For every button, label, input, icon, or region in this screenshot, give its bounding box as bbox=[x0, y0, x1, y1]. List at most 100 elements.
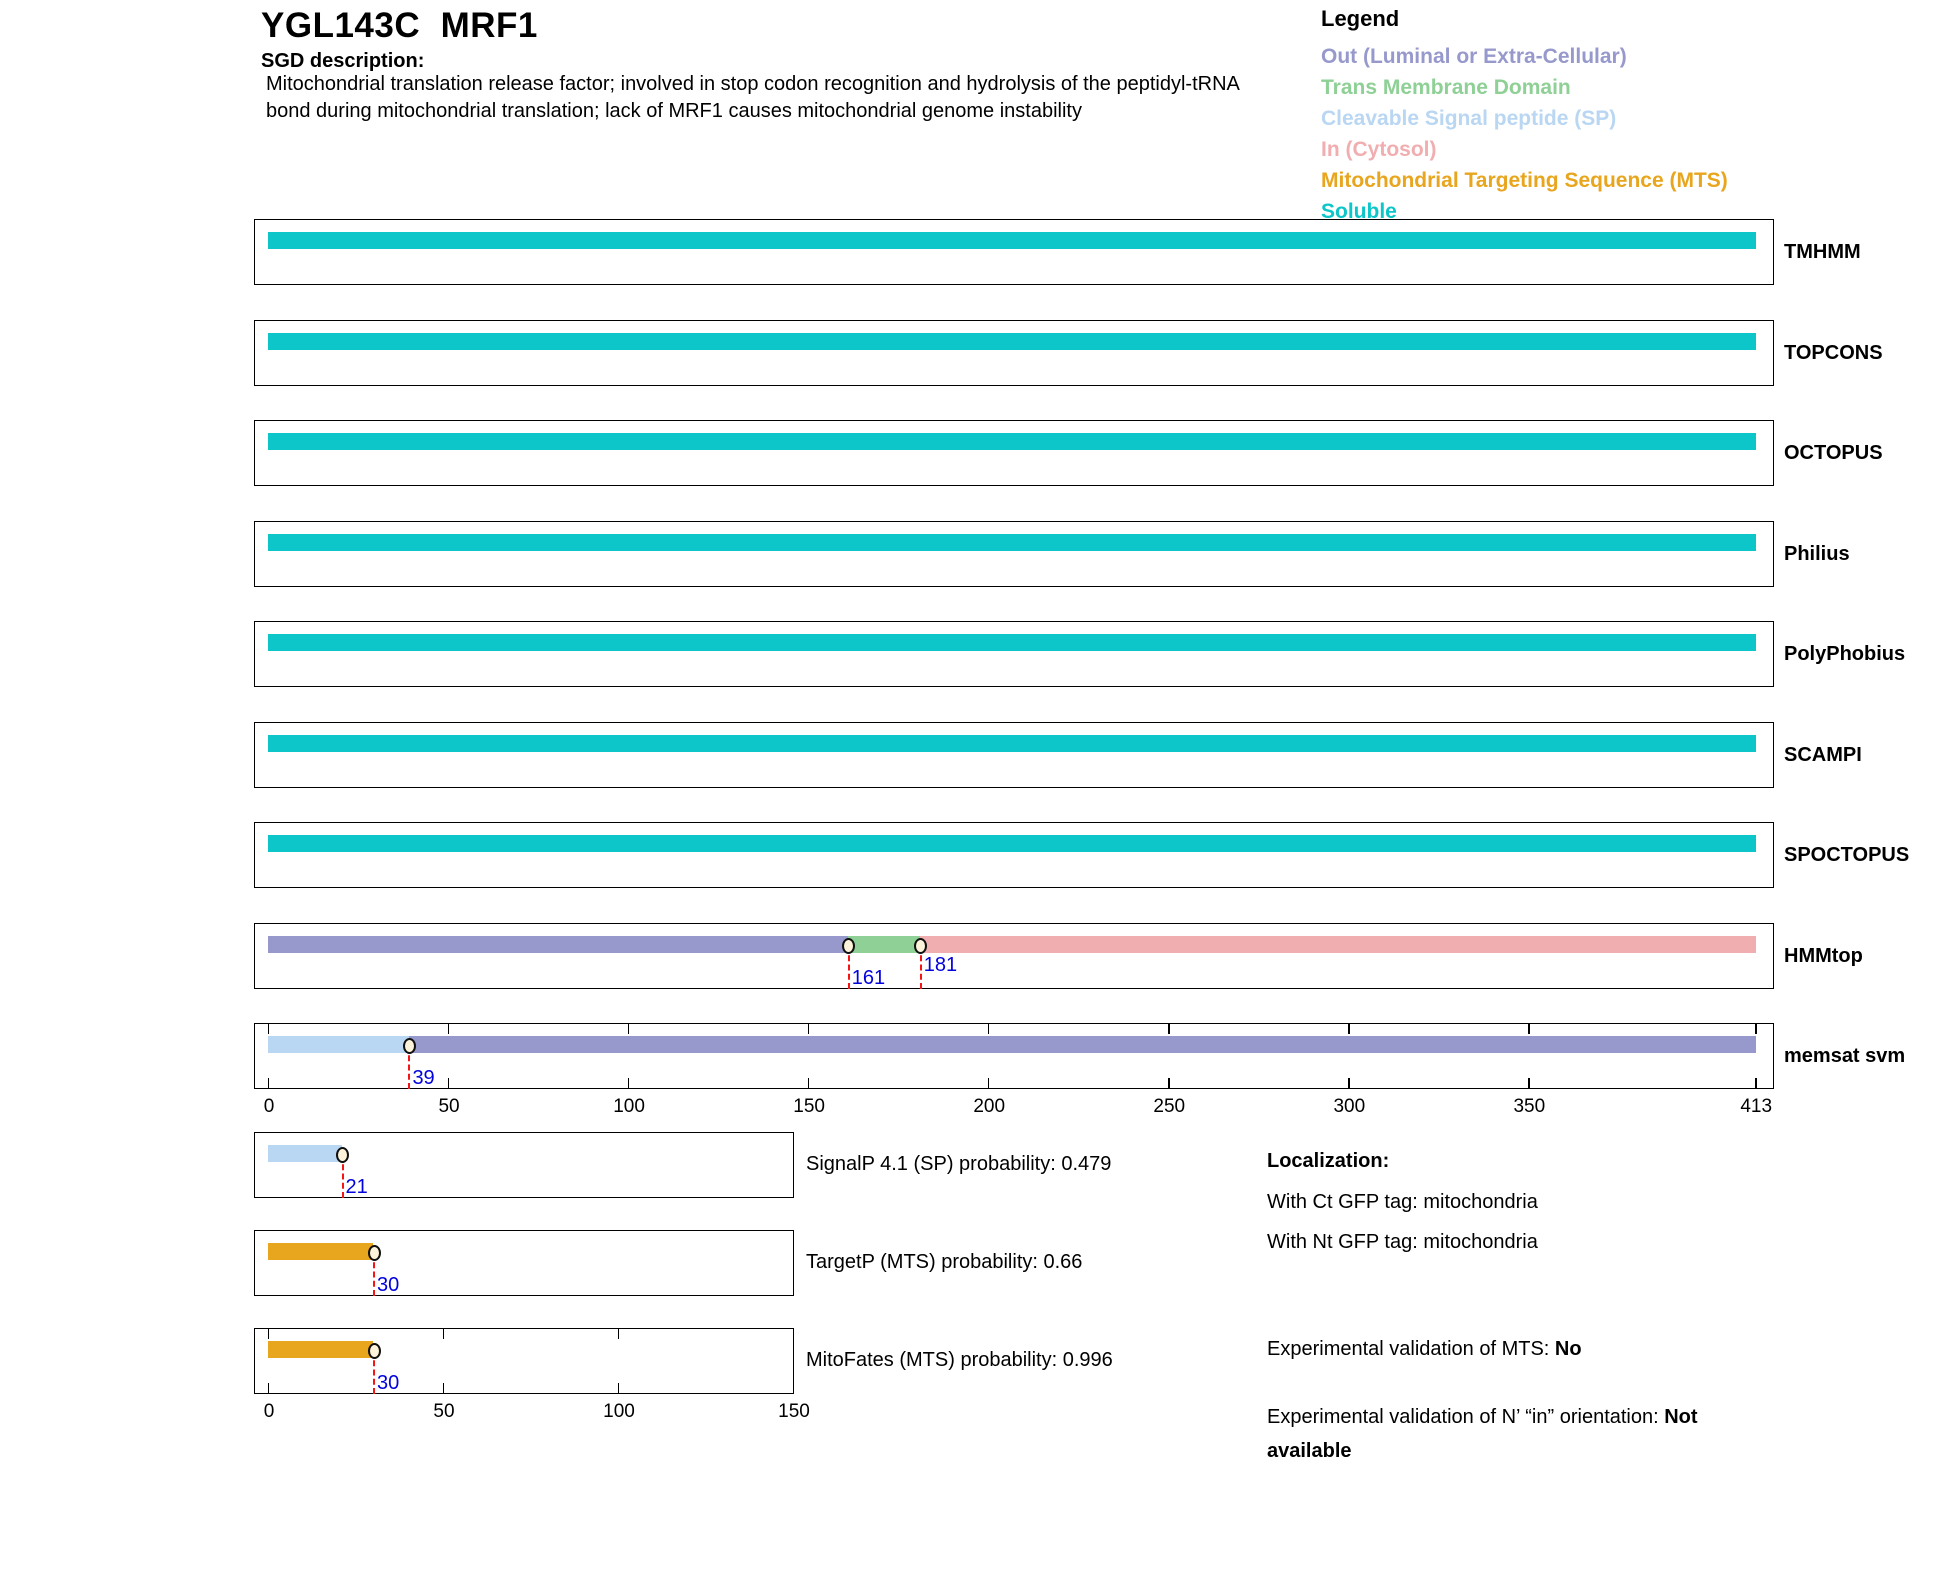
marker-line bbox=[919, 945, 922, 989]
axis-tick-label: 100 bbox=[603, 1401, 635, 1422]
axis-tick-label: 50 bbox=[433, 1401, 455, 1422]
segment-soluble bbox=[268, 232, 1756, 250]
sgd-description-line: bond during mitochondrial translation; l… bbox=[266, 100, 1082, 122]
axis-tick-label: 250 bbox=[1153, 1096, 1186, 1117]
axis-tick bbox=[1347, 1078, 1350, 1088]
track-label-spoctopus: SPOCTOPUS bbox=[1784, 843, 1910, 866]
legend-item-soluble: Soluble bbox=[1321, 200, 1397, 223]
axis-tick bbox=[1347, 1024, 1350, 1034]
track-box-tmhmm bbox=[254, 219, 1774, 285]
marker-line bbox=[341, 1154, 344, 1198]
orientation-validation-prefix: Experimental validation of N’ “in” orien… bbox=[1267, 1406, 1665, 1428]
axis-tick-label: 100 bbox=[613, 1096, 645, 1117]
position-label: 30 bbox=[377, 1372, 400, 1394]
legend-items: Out (Luminal or Extra-Cellular) Trans Mem… bbox=[1321, 41, 1728, 227]
position-label: 30 bbox=[377, 1274, 400, 1296]
orientation-validation-value: Not available bbox=[1267, 1406, 1698, 1462]
legend-item-mts: Mitochondrial Targeting Sequence (MTS) bbox=[1321, 169, 1728, 192]
marker-line bbox=[408, 1045, 411, 1089]
axis-tick bbox=[1754, 1078, 1757, 1088]
axis-tick bbox=[442, 1329, 445, 1339]
segment-soluble bbox=[268, 835, 1756, 853]
position-label: 181 bbox=[923, 954, 958, 976]
legend-item-sp: Cleavable Signal peptide (SP) bbox=[1321, 107, 1617, 130]
probability-label-mitofates-mts: MitoFates (MTS) probability: 0.996 bbox=[806, 1349, 1113, 1371]
axis-tick-label: 0 bbox=[263, 1401, 275, 1422]
segment-soluble bbox=[268, 433, 1756, 451]
segment-tmd bbox=[848, 936, 921, 954]
axis-tick-label: 50 bbox=[438, 1096, 460, 1117]
legend-item-out: Out (Luminal or Extra-Cellular) bbox=[1321, 45, 1627, 68]
track-box-targetp-mts bbox=[254, 1230, 794, 1296]
localization-line-nt: With Nt GFP tag: mitochondria bbox=[1267, 1231, 1538, 1253]
axis-tick bbox=[617, 1329, 620, 1339]
axis-tick bbox=[807, 1078, 810, 1088]
axis-tick-label: 413 bbox=[1740, 1096, 1773, 1117]
sgd-description-line: Mitochondrial translation release factor… bbox=[266, 73, 1240, 95]
axis-tick-label: 150 bbox=[793, 1096, 825, 1117]
axis-tick-label: 300 bbox=[1333, 1096, 1366, 1117]
sgd-description-label: SGD description: bbox=[261, 50, 425, 72]
marker-line bbox=[373, 1252, 375, 1296]
segment-sp bbox=[268, 1145, 342, 1163]
axis-tick bbox=[1754, 1024, 1757, 1034]
axis-tick bbox=[792, 1383, 795, 1393]
position-marker bbox=[402, 1037, 416, 1054]
track-label-hmmtop: HMMtop bbox=[1784, 944, 1863, 967]
position-marker bbox=[842, 937, 856, 954]
track-label-scampi: SCAMPI bbox=[1784, 743, 1862, 766]
axis-tick bbox=[627, 1078, 630, 1088]
track-box-spoctopus bbox=[254, 822, 1774, 888]
axis-tick bbox=[627, 1024, 630, 1034]
track-box-signalp-4-1-sp bbox=[254, 1132, 794, 1198]
mts-validation-line: Experimental validation of MTS: No bbox=[1267, 1338, 1582, 1361]
axis-tick bbox=[267, 1383, 270, 1393]
axis-tick-label: 0 bbox=[263, 1096, 275, 1117]
axis-tick bbox=[807, 1024, 810, 1034]
legend-title: Legend bbox=[1321, 6, 1400, 31]
segment-soluble bbox=[268, 634, 1756, 652]
track-box-philius bbox=[254, 521, 1774, 587]
probability-label-signalp-4-1-sp: SignalP 4.1 (SP) probability: 0.479 bbox=[806, 1153, 1112, 1175]
probability-label-targetp-mts: TargetP (MTS) probability: 0.66 bbox=[806, 1251, 1083, 1273]
track-label-octopus: OCTOPUS bbox=[1784, 441, 1883, 464]
axis-tick bbox=[1167, 1024, 1170, 1034]
axis-tick bbox=[442, 1383, 445, 1393]
segment-out bbox=[268, 936, 849, 954]
axis-tick bbox=[1167, 1078, 1170, 1088]
track-label-philius: Philius bbox=[1784, 542, 1850, 565]
track-box-memsat-svm bbox=[254, 1023, 1774, 1089]
track-box-topcons bbox=[254, 320, 1774, 386]
axis-tick-label: 350 bbox=[1513, 1096, 1546, 1117]
axis-tick bbox=[1527, 1024, 1530, 1034]
position-label: 161 bbox=[851, 967, 886, 989]
axis-tick bbox=[987, 1024, 990, 1034]
axis-tick bbox=[447, 1024, 450, 1034]
mts-validation-value: No bbox=[1554, 1338, 1582, 1360]
axis-tick bbox=[1527, 1078, 1530, 1088]
segment-soluble bbox=[268, 735, 1756, 753]
marker-line bbox=[847, 945, 850, 989]
track-label-polyphobius: PolyPhobius bbox=[1784, 642, 1906, 665]
segment-mts bbox=[268, 1341, 374, 1359]
track-box-mitofates-mts bbox=[254, 1328, 795, 1394]
legend-item-tmd: Trans Membrane Domain bbox=[1321, 76, 1571, 99]
axis-tick bbox=[267, 1329, 270, 1339]
track-box-scampi bbox=[254, 722, 1774, 788]
axis-tick-label: 150 bbox=[778, 1401, 810, 1422]
position-marker bbox=[914, 937, 928, 954]
position-label: 21 bbox=[345, 1176, 368, 1198]
track-label-memsat-svm: memsat svm bbox=[1784, 1044, 1906, 1067]
marker-line bbox=[373, 1350, 375, 1394]
axis-tick bbox=[267, 1078, 270, 1088]
segment-mts bbox=[268, 1243, 374, 1261]
axis-tick bbox=[267, 1024, 270, 1034]
localization-title: Localization: bbox=[1267, 1150, 1390, 1172]
orientation-validation-line: Experimental validation of N’ “in” orien… bbox=[1267, 1400, 1747, 1468]
track-label-topcons: TOPCONS bbox=[1784, 341, 1883, 364]
axis-tick bbox=[792, 1329, 795, 1339]
position-label: 39 bbox=[412, 1067, 435, 1089]
localization-line-ct: With Ct GFP tag: mitochondria bbox=[1267, 1191, 1538, 1213]
axis-tick bbox=[617, 1383, 620, 1393]
